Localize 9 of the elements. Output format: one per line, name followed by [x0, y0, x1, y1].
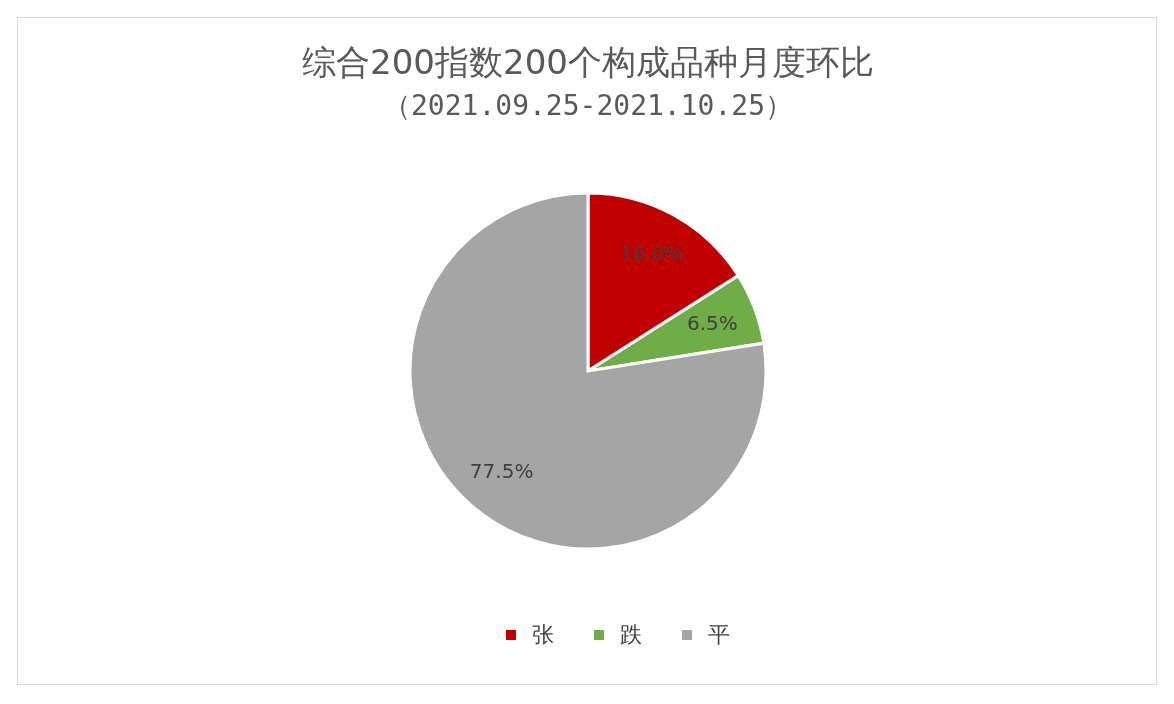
legend-label: 跌 [620, 622, 642, 647]
legend-label: 张 [532, 622, 554, 647]
chart-title: 综合200指数200个构成品种月度环比 [302, 42, 874, 82]
data-label: 16.0% [620, 241, 684, 266]
data-label: 6.5% [687, 310, 738, 335]
legend-label: 平 [708, 622, 730, 647]
data-label: 77.5% [469, 459, 534, 484]
chart-subtitle: （2021.09.25-2021.10.25） [382, 89, 794, 122]
pie-slice [408, 191, 768, 551]
